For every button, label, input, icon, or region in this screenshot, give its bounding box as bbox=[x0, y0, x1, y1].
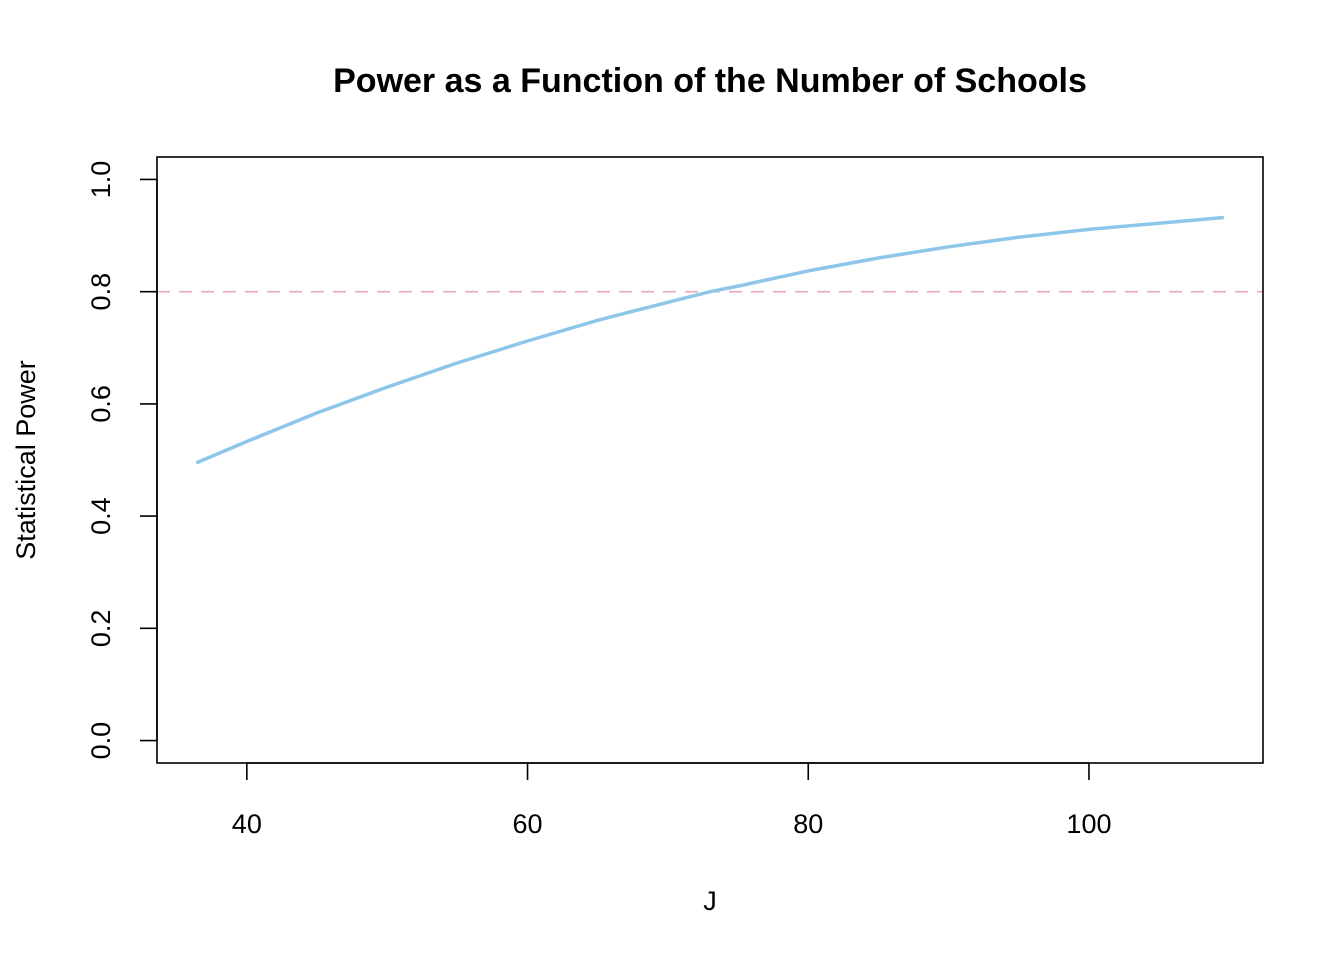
x-tick-label: 60 bbox=[513, 809, 543, 839]
x-tick-label: 40 bbox=[232, 809, 262, 839]
y-tick-label: 0.0 bbox=[86, 722, 116, 760]
y-axis-label: Statistical Power bbox=[11, 360, 41, 560]
y-tick-label: 0.8 bbox=[86, 273, 116, 311]
x-tick-label: 100 bbox=[1066, 809, 1111, 839]
y-tick-label: 0.4 bbox=[86, 497, 116, 535]
power-curve-line bbox=[195, 215, 1225, 464]
y-tick-label: 0.2 bbox=[86, 610, 116, 648]
chart-title: Power as a Function of the Number of Sch… bbox=[333, 62, 1087, 100]
y-tick-label: 0.6 bbox=[86, 385, 116, 423]
plot-frame bbox=[156, 156, 1264, 764]
y-tick-label: 1.0 bbox=[86, 161, 116, 199]
x-axis-label: J bbox=[703, 886, 717, 916]
x-tick-label: 80 bbox=[793, 809, 823, 839]
plot-area bbox=[157, 215, 1263, 464]
